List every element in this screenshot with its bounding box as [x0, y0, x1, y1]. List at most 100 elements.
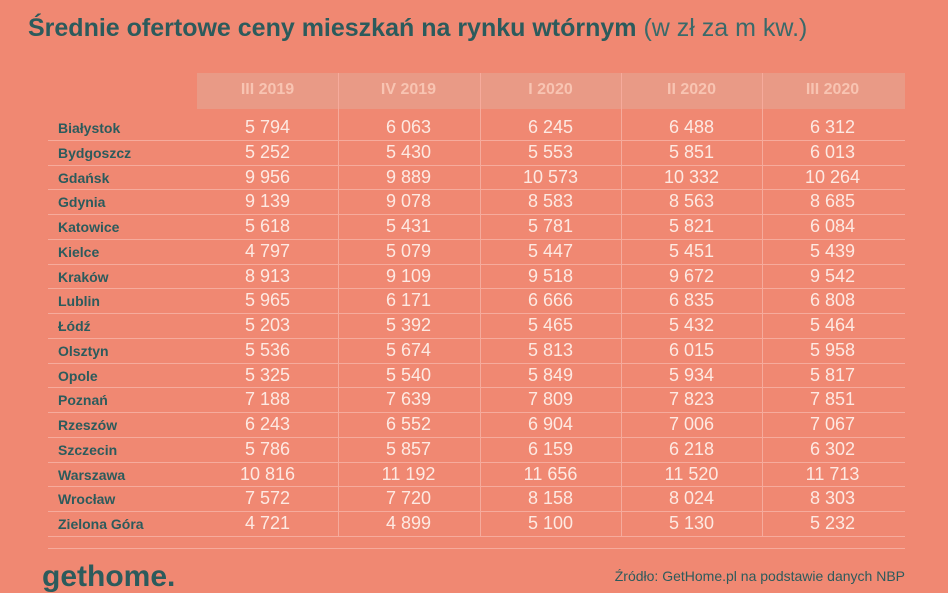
bottom-rule [48, 548, 905, 549]
cell: 6 488 [668, 117, 715, 137]
cell: 5 618 [244, 216, 291, 236]
row-divider [48, 139, 905, 141]
cell: 11 656 [523, 463, 578, 484]
cell: 5 674 [385, 339, 432, 360]
row-divider [48, 288, 905, 290]
row-label: Gdynia [58, 194, 106, 211]
cell: 5 857 [385, 438, 432, 459]
cell: 8 685 [809, 191, 856, 212]
cell: 5 447 [527, 240, 574, 261]
cell: 7 067 [809, 414, 856, 434]
row-divider [48, 461, 905, 463]
title: Średnie ofertowe ceny mieszkań na rynku … [28, 14, 637, 42]
row-divider [48, 535, 905, 537]
cell: 5 553 [527, 141, 574, 162]
cell: 10 332 [663, 166, 720, 187]
cell: 7 572 [244, 488, 291, 509]
row-label: Zielona Góra [58, 516, 144, 532]
cell: 11 192 [381, 463, 436, 484]
cell: 5 464 [809, 315, 856, 335]
cell: 6 666 [527, 290, 574, 311]
cell: 7 851 [809, 389, 856, 410]
column-header: III 2019 [240, 81, 295, 98]
column-divider [480, 73, 481, 536]
cell: 8 158 [527, 488, 574, 509]
column-divider [621, 73, 622, 536]
cell: 6 835 [668, 290, 715, 311]
cell: 6 063 [385, 117, 432, 137]
cell: 6 015 [668, 339, 715, 360]
cell: 8 303 [809, 488, 856, 509]
cell: 7 720 [385, 488, 432, 509]
row-label: Szczecin [58, 441, 118, 458]
cell: 11 713 [805, 463, 860, 484]
cell: 5 958 [809, 339, 856, 360]
cell: 6 552 [385, 414, 432, 434]
cell: 5 203 [244, 315, 291, 335]
cell: 7 188 [244, 389, 291, 410]
cell: 5 100 [527, 513, 574, 533]
cell: 4 721 [244, 513, 291, 533]
row-divider [48, 189, 905, 191]
cell: 10 264 [804, 166, 861, 187]
subtitle: (w zł za m kw.) [643, 14, 808, 42]
logo: gethome. [42, 560, 176, 593]
column-header: I 2020 [528, 81, 573, 98]
row-label: Katowice [58, 219, 120, 235]
column-header: III 2020 [805, 81, 860, 98]
cell: 5 851 [668, 141, 715, 162]
cell: 5 232 [809, 513, 856, 533]
row-divider [48, 238, 905, 240]
header-band [197, 73, 905, 109]
cell: 6 243 [244, 414, 291, 434]
cell: 6 013 [809, 141, 856, 162]
cell: 8 583 [527, 191, 574, 212]
cell: 5 439 [809, 240, 856, 261]
row-label: Gdańsk [58, 169, 110, 186]
cell: 9 956 [244, 166, 291, 187]
cell: 5 849 [527, 364, 574, 385]
row-label: Wrocław [58, 491, 116, 508]
cell: 5 252 [244, 141, 291, 162]
cell: 5 781 [527, 216, 574, 236]
cell: 9 889 [385, 166, 432, 187]
cell: 7 809 [527, 389, 574, 410]
row-divider [48, 362, 905, 364]
cell: 9 518 [527, 265, 574, 286]
cell: 5 432 [668, 315, 715, 335]
row-divider [48, 214, 905, 215]
row-label: Kraków [58, 268, 109, 285]
cell: 5 325 [244, 364, 291, 385]
row-label: Łódź [58, 318, 91, 334]
row-label: Olsztyn [58, 342, 109, 359]
column-divider [762, 73, 763, 536]
cell: 9 109 [385, 265, 432, 286]
cell: 5 430 [385, 141, 432, 162]
cell: 5 934 [668, 364, 715, 385]
cell: 6 245 [527, 117, 574, 137]
row-label: Lublin [58, 293, 100, 310]
cell: 7 006 [668, 414, 715, 434]
row-divider [48, 486, 905, 488]
title-block: Średnie ofertowe ceny mieszkań na rynku … [28, 14, 807, 43]
column-divider [338, 73, 339, 536]
cell: 10 816 [239, 463, 296, 484]
row-label: Białystok [58, 120, 121, 136]
cell: 10 573 [522, 166, 579, 187]
cell: 6 084 [809, 216, 856, 236]
cell: 5 451 [668, 240, 715, 261]
cell: 5 465 [527, 315, 574, 335]
cell: 5 536 [244, 339, 291, 360]
row-divider [48, 263, 905, 265]
row-label: Bydgoszcz [58, 144, 132, 161]
cell: 8 024 [668, 488, 715, 509]
cell: 5 079 [385, 240, 432, 261]
row-label: Rzeszów [58, 417, 118, 433]
cell: 6 904 [527, 414, 574, 434]
cell: 4 899 [385, 513, 432, 533]
cell: 6 808 [809, 290, 856, 311]
cell: 5 821 [668, 216, 715, 236]
row-label: Kielce [58, 243, 100, 260]
row-divider [48, 412, 905, 413]
cell: 8 913 [244, 265, 291, 286]
